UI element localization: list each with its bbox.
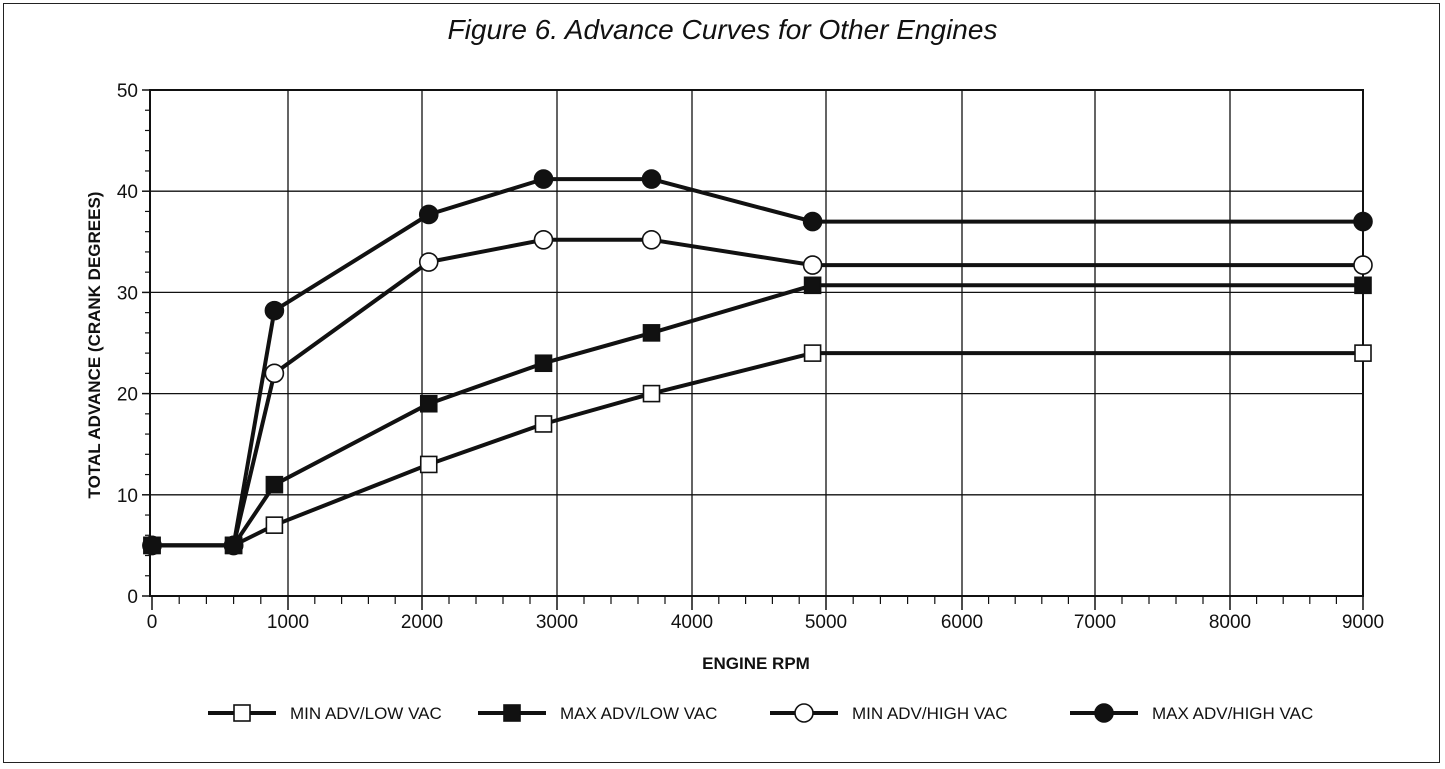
data-point <box>803 276 822 295</box>
x-tick-label: 6000 <box>941 612 983 633</box>
chart-title: Figure 6. Advance Curves for Other Engin… <box>447 14 998 45</box>
series <box>142 169 1373 556</box>
x-tick-label: 9000 <box>1342 612 1384 633</box>
legend-marker <box>794 703 814 723</box>
data-point <box>803 344 822 362</box>
data-point <box>534 354 553 373</box>
data-point <box>264 363 285 384</box>
data-point <box>265 516 284 534</box>
legend-marker <box>1094 703 1114 723</box>
legend-marker <box>503 704 521 722</box>
data-point <box>1354 344 1372 362</box>
series-line <box>152 177 1363 548</box>
y-tick-label: 10 <box>117 486 138 507</box>
data-point <box>264 300 285 321</box>
y-tick-label: 0 <box>127 587 138 608</box>
x-tick-label: 4000 <box>671 612 713 633</box>
data-point <box>419 455 438 474</box>
x-tick-label: 8000 <box>1209 612 1251 633</box>
y-axis-title: TOTAL ADVANCE (CRANK DEGREES) <box>85 192 104 499</box>
y-tick-label: 40 <box>117 182 138 203</box>
x-tick-label: 2000 <box>401 612 443 633</box>
data-point <box>419 394 438 413</box>
data-point <box>223 535 244 556</box>
data-point <box>534 415 553 433</box>
chart-frame <box>3 3 1440 763</box>
x-tick-label: 5000 <box>805 612 847 633</box>
y-tick-label: 20 <box>117 385 138 406</box>
series-1 <box>143 344 1372 555</box>
legend-label: MAX ADV/LOW VAC <box>560 704 717 723</box>
data-point <box>418 252 439 272</box>
series-line <box>152 351 1363 548</box>
data-point <box>641 229 662 250</box>
legend: MIN ADV/LOW VAC MAX ADV/LOW VAC MIN ADV/HI… <box>208 703 1313 723</box>
data-point <box>533 169 554 189</box>
x-axis-title: ENGINE RPM <box>702 654 810 673</box>
legend-marker <box>233 704 251 722</box>
x-tick-label: 3000 <box>536 612 578 633</box>
data-point <box>802 255 823 275</box>
data-point <box>641 169 662 189</box>
x-tick-label: 0 <box>147 612 158 633</box>
data-point <box>265 475 284 494</box>
legend-label: MIN ADV/HIGH VAC <box>852 704 1008 723</box>
data-point <box>642 324 661 342</box>
y-tick-label: 30 <box>117 283 138 304</box>
data-point <box>802 211 823 232</box>
data-point <box>1353 255 1373 275</box>
data-point <box>418 204 439 225</box>
data-point <box>1353 211 1373 232</box>
series-line <box>152 283 1363 548</box>
x-tick-label: 7000 <box>1074 612 1116 633</box>
axes: 0 10 20 30 40 50 0 1000 2000 3000 4000 5000 6000 7000… <box>117 81 1384 633</box>
y-tick-label: 50 <box>117 81 138 102</box>
legend-item: MAX ADV/LOW VAC <box>478 704 717 723</box>
plot-area <box>149 89 1364 597</box>
legend-label: MIN ADV/LOW VAC <box>290 704 442 723</box>
data-point <box>1354 276 1372 295</box>
x-tick-label: 1000 <box>267 612 309 633</box>
data-point <box>142 535 162 556</box>
data-point <box>533 229 554 250</box>
legend-item: MIN ADV/HIGH VAC <box>770 703 1008 723</box>
legend-label: MAX ADV/HIGH VAC <box>1152 704 1313 723</box>
series-4 <box>142 169 1373 556</box>
data-point <box>642 384 661 403</box>
legend-item: MAX ADV/HIGH VAC <box>1070 703 1313 723</box>
grid <box>149 89 1364 597</box>
legend-item: MIN ADV/LOW VAC <box>208 704 442 723</box>
series-2 <box>143 276 1372 555</box>
